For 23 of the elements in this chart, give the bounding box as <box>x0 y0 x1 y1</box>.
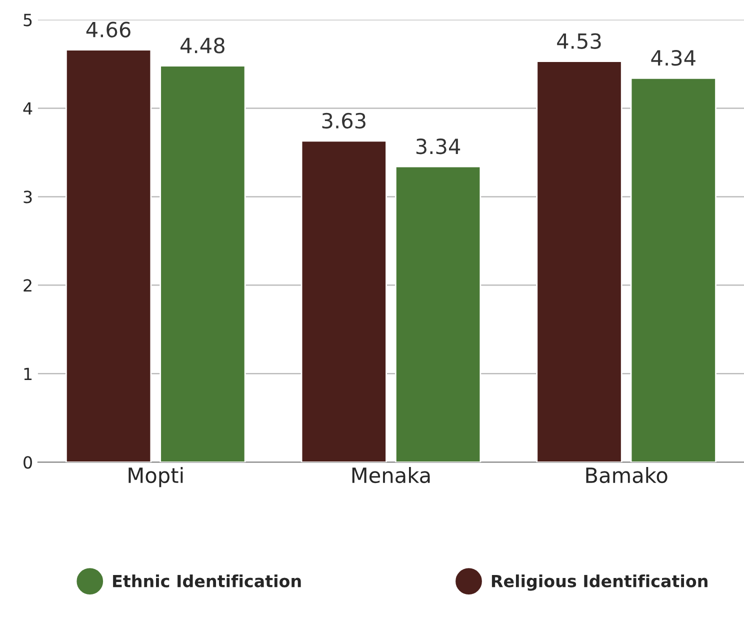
x-tick-label: Menaka <box>352 466 430 484</box>
y-tick-label: 1 <box>24 368 32 380</box>
x-tick-label: Mopti <box>128 466 183 488</box>
y-tick-label: 4 <box>23 102 32 115</box>
data-label: 4.48 <box>180 38 224 54</box>
legend-label: Ethnic Identification <box>113 574 301 588</box>
bar <box>536 60 622 462</box>
y-tick-label: 3 <box>24 190 32 204</box>
x-tick-label: Bamako <box>586 466 668 484</box>
y-tick-label: 5 <box>24 14 32 26</box>
data-label: 4.34 <box>651 50 696 66</box>
data-label: 3.34 <box>416 138 460 154</box>
bar <box>394 166 482 462</box>
bar <box>160 65 246 462</box>
y-tick-label: 0 <box>24 456 32 469</box>
y-tick-label: 2 <box>24 279 32 292</box>
bar <box>65 49 152 462</box>
legend-label: Religious Identification <box>492 574 708 591</box>
bar <box>630 77 716 462</box>
data-label: 4.53 <box>557 33 601 49</box>
bar <box>300 140 387 462</box>
data-label: 4.66 <box>86 22 130 38</box>
data-label: 3.63 <box>322 112 366 129</box>
